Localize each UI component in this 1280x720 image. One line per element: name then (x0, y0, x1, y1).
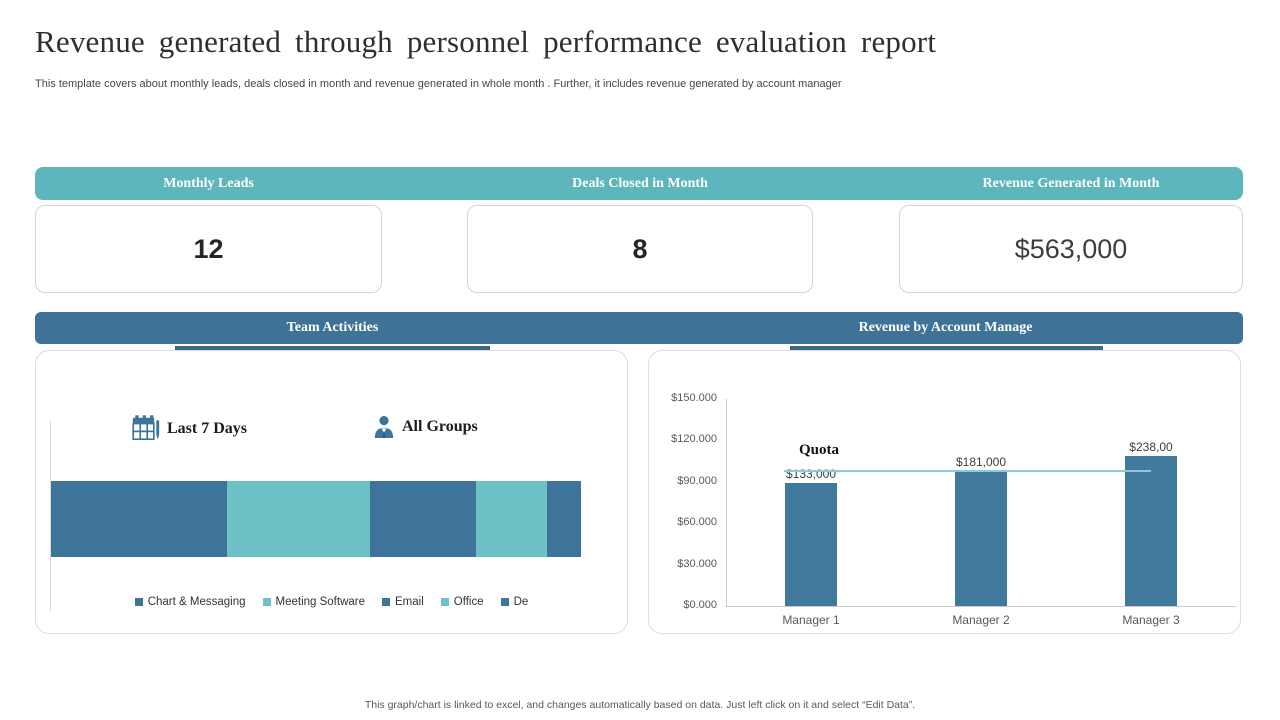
kpi-header-revenue-generated: Revenue Generated in Month (982, 176, 1160, 191)
stacked-bar (51, 481, 581, 557)
tab-indicator-left (175, 346, 490, 351)
y-tick-label: $150.000 (671, 392, 717, 404)
kpi-header-bar: Monthly Leads Deals Closed in Month Reve… (35, 167, 1243, 200)
y-tick-label: $90.000 (677, 474, 717, 487)
x-category-label: Manager 3 (1122, 613, 1180, 627)
legend-item: Email (382, 596, 424, 608)
y-tick-label: $0.000 (683, 599, 717, 611)
section-title-revenue-by-account-manager: Revenue by Account Manage (858, 320, 1033, 335)
person-icon (374, 416, 394, 438)
footer-note: This graph/chart is linked to excel, and… (364, 699, 916, 711)
kpi-header-monthly-leads: Monthly Leads (163, 176, 254, 191)
legend-item: Chart & Messaging (134, 596, 246, 608)
y-axis-line (726, 399, 727, 606)
kpi-card-revenue-generated: $563,000 (899, 205, 1243, 293)
revenue-by-manager-chart[interactable]: $150.000 $120.000 $90.000 $60.000 $30.000 $0.… (648, 350, 1241, 634)
legend-item: De (500, 596, 529, 608)
y-tick-label: $30.000 (677, 557, 717, 570)
page-subtitle: This template covers about monthly leads… (35, 78, 842, 90)
tab-indicator-right (790, 346, 1103, 351)
kpi-value-revenue-generated: $563,000 (1014, 233, 1128, 264)
quota-label: Quota (799, 442, 840, 459)
filter-label: All Groups (402, 418, 478, 435)
stacked-segment (226, 481, 370, 557)
bar-value-label: $181,000 (955, 455, 1007, 470)
legend-swatch (440, 598, 449, 606)
legend-label: Meeting Software (275, 596, 366, 608)
kpi-value-deals-closed: 8 (632, 233, 648, 264)
quota-line (784, 470, 1151, 473)
legend-label: Chart & Messaging (147, 596, 246, 608)
legend-swatch (382, 598, 390, 606)
filter-label: Last 7 Days (167, 419, 248, 437)
left-chart-axis-line (50, 421, 51, 611)
legend-item: Meeting Software (262, 596, 366, 608)
legend-swatch (134, 598, 143, 606)
y-tick-label: $60.000 (677, 516, 717, 529)
filter-all-groups[interactable]: All Groups (373, 415, 478, 439)
section-title-team-activities: Team Activities (286, 320, 379, 335)
legend-label: De (513, 596, 529, 608)
page-title: Revenue generated through personnel perf… (35, 24, 937, 59)
x-category-label: Manager 2 (952, 613, 1010, 627)
legend-swatch (500, 598, 509, 606)
calendar-icon (132, 415, 160, 441)
bar[interactable] (785, 483, 837, 606)
kpi-card-deals-closed: 8 (467, 205, 813, 293)
team-activities-chart[interactable]: Last 7 Days All Groups Chart & Messaging… (35, 350, 628, 634)
kpi-value-monthly-leads: 12 (193, 233, 224, 264)
section-header-bar: Team Activities Revenue by Account Manag… (35, 312, 1243, 344)
legend-swatch (262, 598, 271, 606)
left-chart-legend: Chart & Messaging Meeting Software Email Of… (36, 596, 627, 608)
filter-last-7-days[interactable]: Last 7 Days (132, 415, 247, 442)
bar[interactable] (1125, 456, 1177, 606)
legend-item: Office (440, 596, 484, 608)
legend-label: Email (395, 596, 424, 608)
bar-value-label: $238,00 (1129, 440, 1173, 455)
kpi-header-deals-closed: Deals Closed in Month (572, 176, 708, 191)
x-axis-line (726, 606, 1236, 607)
stacked-segment (546, 481, 581, 557)
legend-label: Office (453, 596, 484, 608)
bar[interactable] (955, 471, 1007, 606)
stacked-segment (51, 481, 227, 557)
kpi-card-monthly-leads: 12 (35, 205, 382, 293)
stacked-segment (475, 481, 547, 557)
y-tick-label: $120.000 (671, 433, 717, 446)
bar-chart-plot: $150.000 $120.000 $90.000 $60.000 $30.000 $0.… (649, 351, 1240, 633)
stacked-segment (369, 481, 476, 557)
x-category-label: Manager 1 (782, 613, 840, 627)
